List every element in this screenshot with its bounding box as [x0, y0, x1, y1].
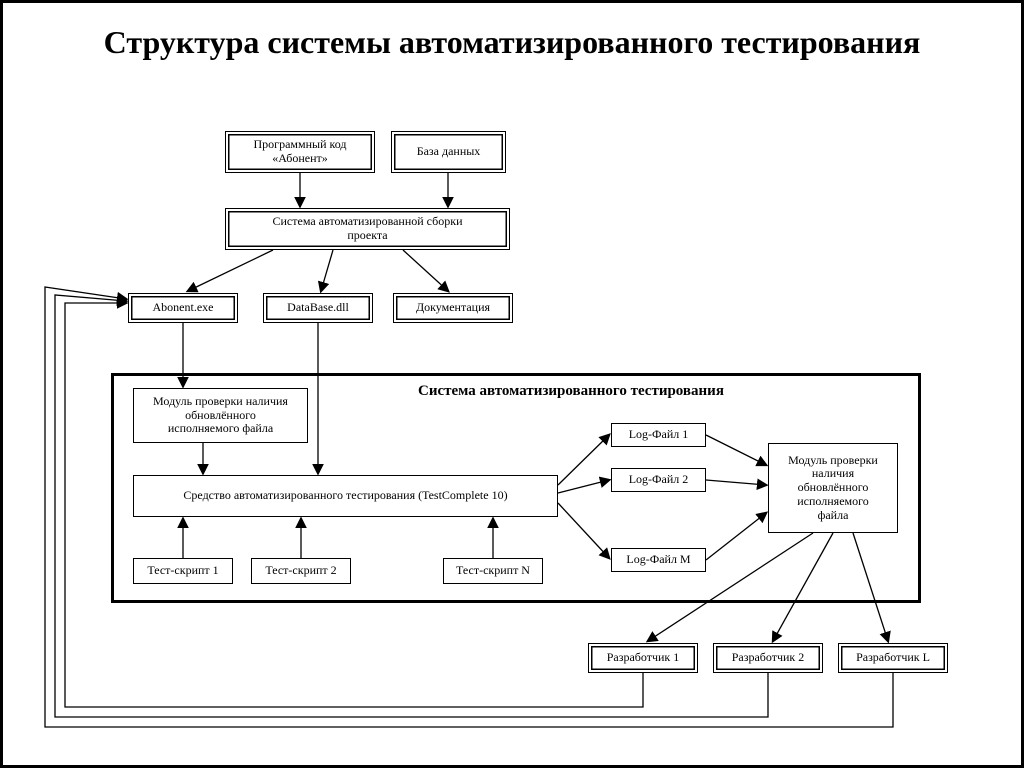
node-documentation: Документация [393, 293, 513, 323]
node-test-script-2: Тест-скрипт 2 [251, 558, 351, 584]
node-database: База данных [391, 131, 506, 173]
page-title: Структура системы автоматизированного те… [3, 3, 1021, 71]
node-abonent-exe: Abonent.exe [128, 293, 238, 323]
node-log-m: Log-Файл М [611, 548, 706, 572]
node-build-system: Система автоматизированной сборкипроекта [225, 208, 510, 250]
node-log-2: Log-Файл 2 [611, 468, 706, 492]
node-developer-2: Разработчик 2 [713, 643, 823, 673]
node-test-script-1: Тест-скрипт 1 [133, 558, 233, 584]
node-test-script-n: Тест-скрипт N [443, 558, 543, 584]
node-log-1: Log-Файл 1 [611, 423, 706, 447]
testing-system-title: Система автоматизированного тестирования [418, 383, 724, 400]
node-check-module-1: Модуль проверки наличияобновлённогоиспол… [133, 388, 308, 443]
node-program-code: Программный код«Абонент» [225, 131, 375, 173]
node-check-module-2: Модуль проверкиналичияобновлённогоисполн… [768, 443, 898, 533]
node-developer-1: Разработчик 1 [588, 643, 698, 673]
node-database-dll: DataBase.dll [263, 293, 373, 323]
node-test-tool: Средство автоматизированного тестировани… [133, 475, 558, 517]
page-frame: Структура системы автоматизированного те… [0, 0, 1024, 768]
node-developer-l: Разработчик L [838, 643, 948, 673]
